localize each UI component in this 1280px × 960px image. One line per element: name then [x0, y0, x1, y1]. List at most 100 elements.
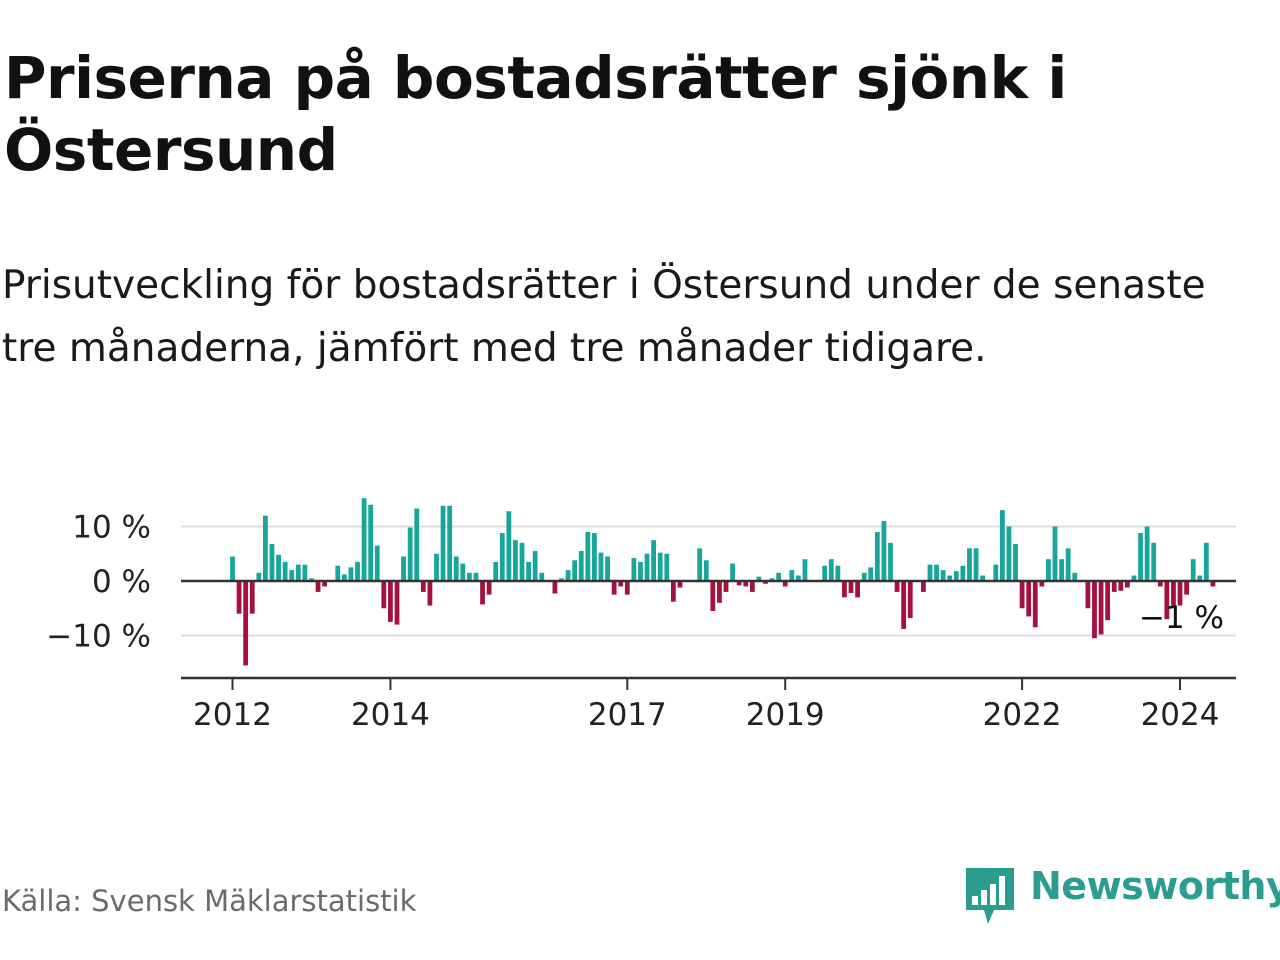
bar-positive [414, 508, 420, 581]
bar-positive [1138, 533, 1143, 581]
bar-negative [1171, 581, 1176, 606]
bar-positive [269, 543, 275, 581]
bar-negative [736, 581, 742, 586]
grid-lines [181, 525, 1236, 637]
bar-positive [335, 565, 341, 581]
bar-positive [888, 542, 893, 581]
bar-positive [1006, 526, 1012, 581]
bar-negative [855, 581, 860, 598]
bar-positive [598, 552, 604, 581]
bar-negative [710, 581, 716, 611]
x-tick-label: 2024 [1141, 697, 1220, 733]
bar-positive [1059, 559, 1064, 581]
bar-positive [493, 561, 499, 581]
bar-negative [315, 581, 321, 592]
bar-positive [302, 564, 308, 581]
bar-positive [993, 564, 999, 581]
bar-negative [618, 581, 624, 587]
bar-negative [243, 581, 249, 666]
bar-negative [249, 581, 255, 614]
bar-positive [703, 560, 709, 581]
bar-negative [1118, 581, 1124, 591]
bar-positive [256, 572, 262, 581]
bar-positive [651, 540, 657, 582]
bar-positive [776, 572, 782, 581]
bar-negative [1085, 581, 1091, 609]
bar-negative [1019, 581, 1025, 609]
bar-positive [374, 545, 380, 581]
bar-negative [420, 581, 426, 592]
bar-positive [263, 515, 268, 581]
bar-positive [1131, 575, 1137, 581]
bar-positive [953, 571, 959, 581]
chart-subtitle: Prisutveckling för bostadsrätter i Öster… [2, 263, 1206, 371]
bar-positive [881, 521, 887, 581]
bar-positive [295, 564, 301, 581]
bar-negative [1210, 581, 1216, 587]
bar-series [230, 498, 1216, 666]
y-tick-label: 10 % [72, 510, 151, 546]
bar-positive [822, 565, 828, 581]
bar-negative [1105, 581, 1111, 621]
y-axis-tick-labels: 10 % 0 % −10 % [46, 510, 151, 655]
bar-negative [1157, 581, 1163, 587]
bar-negative [1092, 581, 1097, 639]
bar-positive [565, 570, 571, 581]
bar-positive [440, 505, 446, 581]
bar-positive [401, 556, 406, 581]
bar-negative [749, 581, 755, 592]
bar-positive [1203, 542, 1209, 581]
bar-negative [611, 581, 617, 595]
bar-positive [631, 558, 637, 581]
bar-positive [453, 556, 459, 581]
bar-negative [388, 581, 393, 622]
bar-negative [1032, 581, 1038, 628]
bar-positive [697, 548, 703, 581]
bar-positive [289, 570, 295, 581]
bar-positive [361, 498, 367, 581]
bar-negative [1184, 581, 1189, 595]
bar-negative [394, 581, 400, 625]
bar-positive [947, 575, 953, 581]
bar-positive [539, 572, 545, 581]
bar-positive [499, 533, 505, 581]
bar-negative [236, 581, 242, 614]
bar-negative [921, 581, 926, 592]
bar-negative [624, 581, 630, 595]
bar-positive [572, 560, 578, 581]
bar-positive [802, 559, 808, 581]
bar-negative [763, 581, 768, 584]
bar-negative [894, 581, 900, 592]
bar-positive [874, 531, 880, 581]
bar-negative [848, 581, 854, 593]
x-tick-label: 2017 [588, 697, 667, 733]
bar-negative [842, 581, 847, 598]
bar-positive [769, 578, 775, 581]
x-tick-label: 2022 [983, 697, 1062, 733]
bar-positive [795, 575, 801, 581]
bar-negative [1111, 581, 1117, 592]
bar-negative [907, 581, 913, 619]
x-tick-label: 2012 [193, 697, 272, 733]
bar-positive [1190, 559, 1196, 581]
chart-title: Priserna på bostadsrätter sjönk i Östers… [4, 44, 1067, 184]
y-tick-label: −10 % [46, 619, 151, 655]
bar-negative [743, 581, 749, 587]
bar-negative [1164, 581, 1170, 620]
bar-positive [638, 561, 643, 581]
bar-positive [1197, 575, 1203, 581]
bar-positive [1072, 572, 1078, 581]
bar-positive [999, 510, 1005, 581]
bar-positive [927, 564, 933, 581]
bar-positive [960, 565, 966, 581]
bar-positive [348, 567, 354, 582]
bar-negative [1026, 581, 1032, 617]
bar-positive [605, 556, 610, 581]
bar-positive [460, 563, 466, 581]
bar-positive [756, 576, 762, 581]
newsworthy-logo[interactable]: Newsworthy [964, 862, 1280, 924]
bar-negative [1177, 581, 1183, 606]
bar-positive [559, 578, 564, 581]
newsworthy-bar-chart-icon [966, 868, 1014, 924]
bar-positive [513, 540, 518, 582]
